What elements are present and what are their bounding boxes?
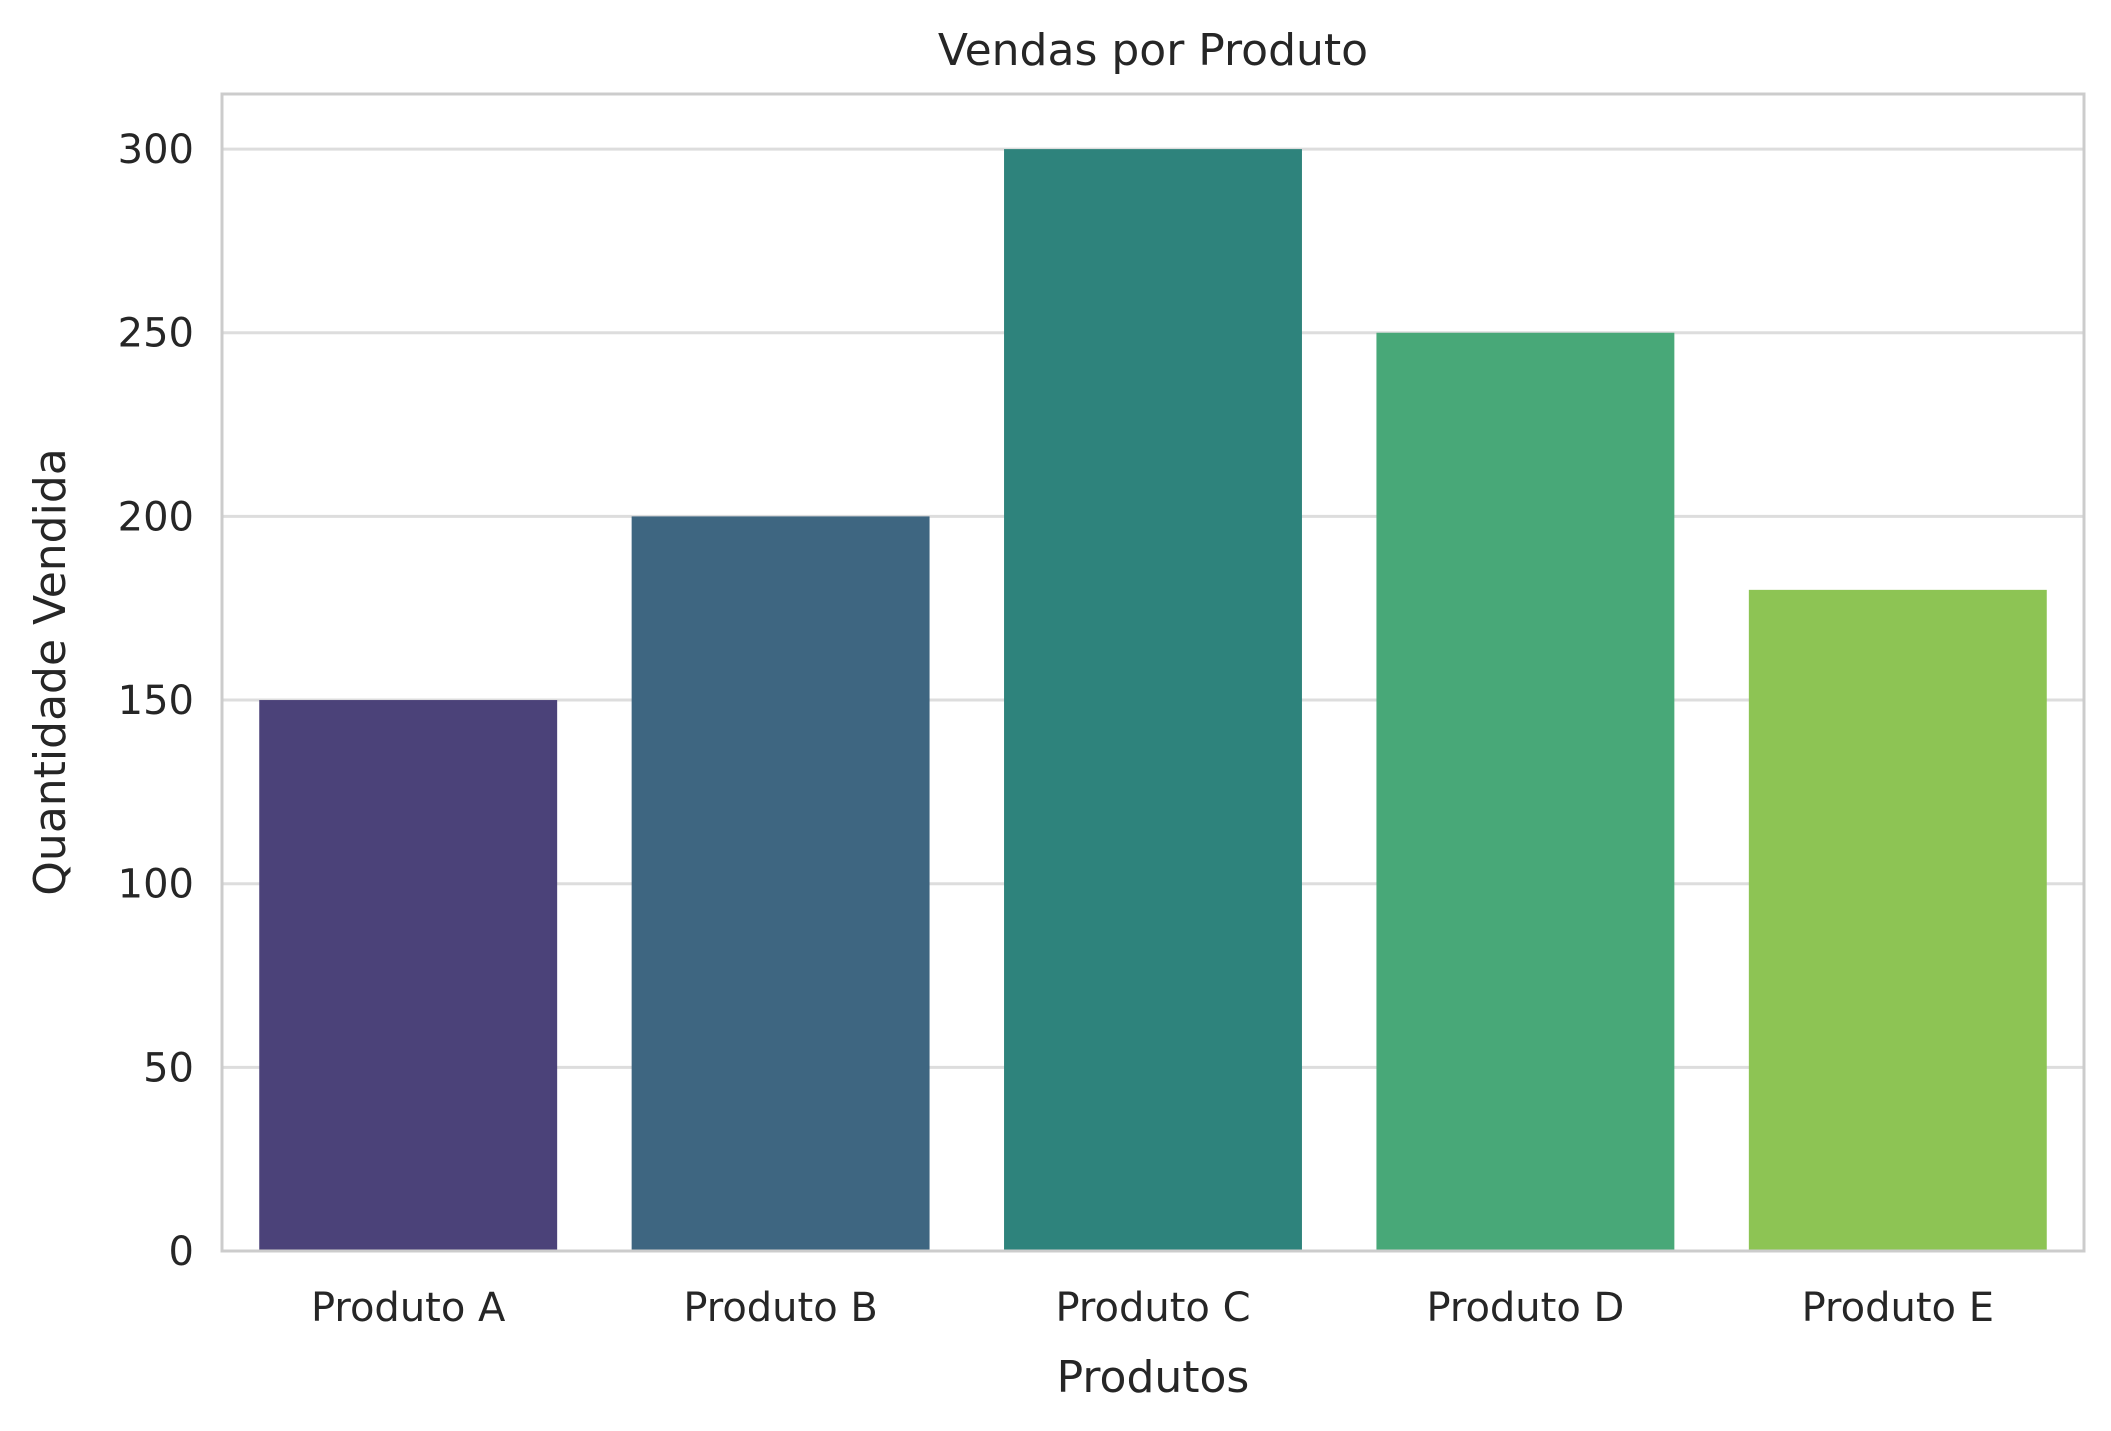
- chart-title: Vendas por Produto: [938, 25, 1368, 76]
- y-tick-label-250: 250: [118, 311, 194, 357]
- y-tick-label-300: 300: [118, 127, 194, 173]
- x-tick-labels: Produto A Produto B Produto C Produto D Prod…: [311, 1285, 1994, 1331]
- x-axis-label: Produtos: [1057, 1352, 1250, 1403]
- plot-frame: [220, 92, 2086, 1253]
- y-tick-label-150: 150: [118, 678, 194, 724]
- y-tick-labels: 0 50 100 150 200 250 300: [118, 127, 194, 1275]
- y-tick-label-100: 100: [118, 862, 194, 908]
- x-tick-label-produto-e: Produto E: [1802, 1285, 1994, 1331]
- y-tick-label-50: 50: [143, 1045, 194, 1091]
- bar-produto-d: [1376, 332, 1675, 1251]
- bar-produto-b: [631, 516, 930, 1251]
- bar-produto-a: [259, 700, 558, 1251]
- bar-produto-e: [1748, 589, 2047, 1251]
- x-tick-label-produto-d: Produto D: [1426, 1285, 1624, 1331]
- x-tick-label-produto-c: Produto C: [1056, 1285, 1251, 1331]
- y-tick-label-200: 200: [118, 494, 194, 540]
- x-tick-label-produto-a: Produto A: [311, 1285, 506, 1331]
- y-tick-label-0: 0: [169, 1229, 194, 1275]
- bars: [259, 149, 2047, 1252]
- x-tick-label-produto-b: Produto B: [683, 1285, 878, 1331]
- y-axis-label: Quantidade Vendida: [25, 448, 76, 895]
- bar-produto-c: [1004, 149, 1302, 1252]
